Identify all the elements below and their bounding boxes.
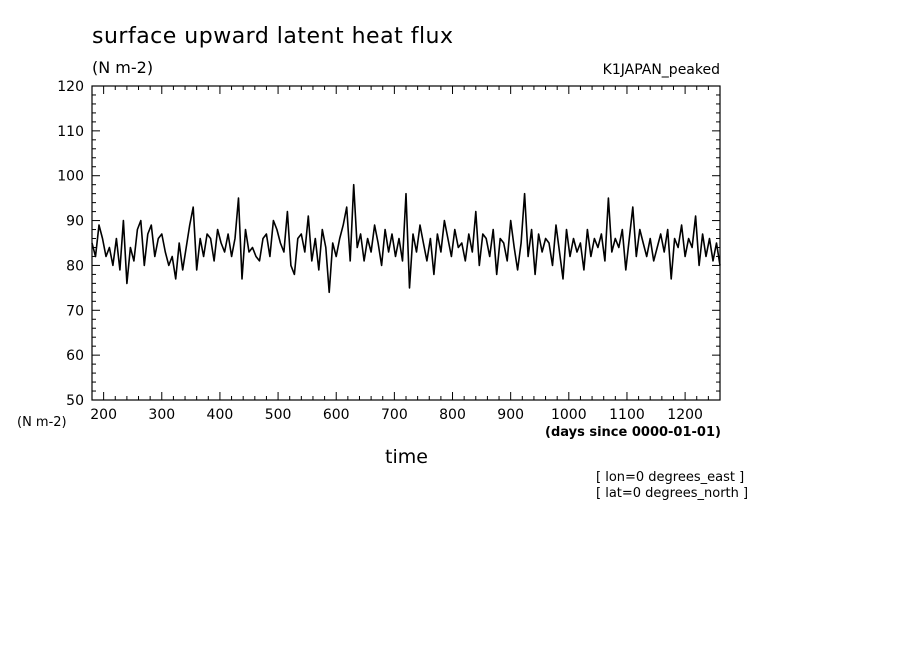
y-tick-label: 80: [66, 258, 84, 274]
y-tick-label: 70: [66, 303, 84, 319]
y-tick-label: 120: [57, 79, 84, 95]
x-tick-label: 1100: [609, 407, 645, 423]
run-label: K1JAPAN_peaked: [602, 62, 720, 78]
y-tick-label: 60: [66, 348, 84, 364]
x-axis-label: time: [385, 446, 428, 468]
y-axis-label: (N m-2): [92, 58, 154, 77]
y-tick-label: 100: [57, 169, 84, 185]
x-tick-label: 1000: [551, 407, 587, 423]
chart-title: surface upward latent heat flux: [92, 24, 454, 49]
annotation-lon: [ lon=0 degrees_east ]: [596, 470, 745, 485]
tick-labels: 200 300 400 500 600 700 800 900 1000 1100 1200 50 60…: [57, 79, 703, 423]
x-tick-label: 900: [497, 407, 524, 423]
x-tick-label: 300: [148, 407, 175, 423]
y-axis-units: (N m-2): [17, 415, 67, 430]
x-tick-label: 500: [265, 407, 292, 423]
x-tick-label: 1200: [667, 407, 703, 423]
annotation-lat: [ lat=0 degrees_north ]: [596, 486, 749, 501]
x-axis-units: (days since 0000-01-01): [545, 425, 721, 440]
x-tick-label: 400: [207, 407, 234, 423]
y-tick-label: 50: [66, 393, 84, 409]
y-tick-label: 90: [66, 214, 84, 230]
series-line-0: [91, 183, 721, 294]
plot-frame: [91, 85, 721, 401]
y-tick-label: 110: [57, 124, 84, 140]
x-tick-label: 700: [381, 407, 408, 423]
x-tick-label: 200: [90, 407, 117, 423]
x-tick-label: 800: [439, 407, 466, 423]
series-lines: [91, 183, 721, 294]
x-tick-label: 600: [323, 407, 350, 423]
